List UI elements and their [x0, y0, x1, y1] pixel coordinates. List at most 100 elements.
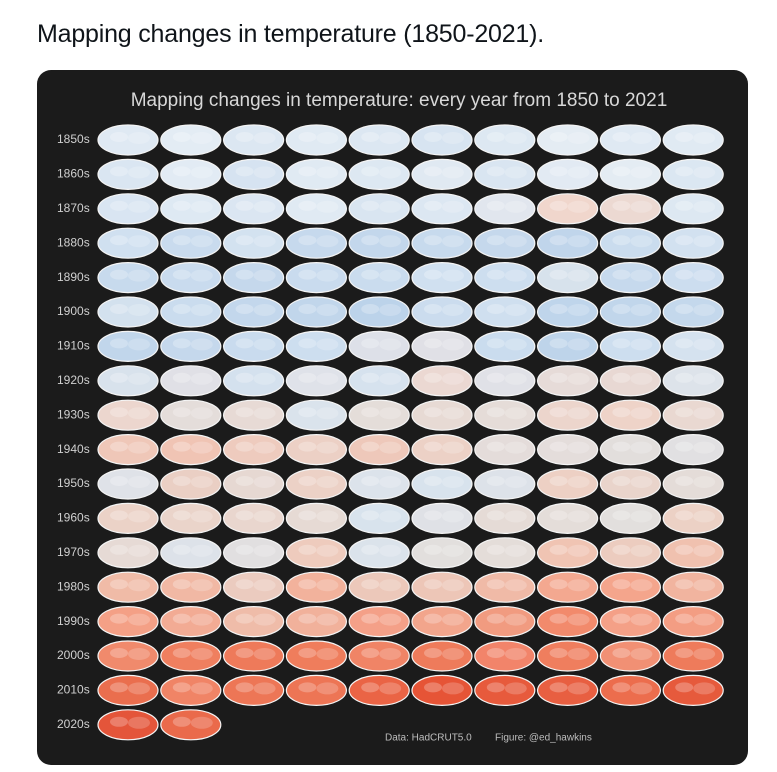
map-land	[110, 372, 128, 383]
map-land	[486, 441, 505, 452]
map-land	[190, 613, 213, 626]
map-land	[504, 613, 527, 626]
map-land	[316, 269, 339, 282]
map-land	[379, 579, 402, 592]
map-land	[693, 579, 716, 592]
map-land	[549, 235, 568, 246]
map-land	[316, 510, 339, 523]
map-land	[361, 544, 380, 555]
map-land	[190, 304, 213, 316]
year-map	[474, 674, 536, 707]
map-land	[316, 441, 339, 454]
map-land	[172, 304, 191, 314]
year-map	[285, 262, 347, 294]
map-land	[486, 648, 505, 658]
year-map	[223, 674, 285, 707]
year-map	[474, 640, 536, 672]
year-map	[411, 502, 473, 534]
map-land	[486, 544, 505, 555]
map-land	[612, 338, 631, 349]
map-land	[630, 372, 653, 385]
map-land	[235, 682, 254, 693]
map-land	[128, 716, 150, 729]
map-land	[486, 304, 505, 314]
map-land	[128, 200, 150, 213]
map-land	[549, 372, 568, 383]
year-map	[348, 227, 410, 259]
map-land	[424, 648, 442, 658]
map-land	[424, 200, 442, 211]
map-land	[612, 510, 631, 521]
map-land	[361, 269, 380, 280]
map-land	[630, 166, 653, 179]
year-map	[662, 502, 724, 534]
year-map	[536, 158, 599, 191]
map-land	[235, 510, 254, 521]
year-map	[536, 262, 599, 294]
year-map	[662, 330, 724, 362]
map-land	[361, 407, 380, 418]
map-land	[549, 338, 568, 349]
map-land	[486, 476, 505, 486]
map-land	[675, 132, 694, 142]
year-map	[223, 605, 285, 638]
map-land	[442, 510, 464, 523]
map-land	[504, 235, 527, 248]
map-land	[424, 166, 442, 177]
map-land	[190, 544, 213, 557]
year-map	[474, 365, 536, 397]
year-map	[285, 571, 347, 603]
row-label: 1960s	[57, 511, 90, 525]
map-land	[693, 166, 716, 179]
map-land	[504, 304, 527, 316]
map-land	[379, 544, 402, 557]
map-land	[190, 682, 213, 695]
year-map	[160, 434, 222, 466]
map-land	[567, 235, 590, 248]
map-land	[190, 716, 213, 729]
year-map	[474, 399, 536, 431]
map-land	[172, 716, 191, 727]
year-map	[97, 709, 159, 741]
year-map	[536, 434, 599, 466]
year-map	[285, 674, 347, 707]
map-land	[549, 648, 568, 658]
map-land	[235, 200, 254, 211]
map-land	[567, 441, 590, 454]
year-map	[348, 124, 410, 156]
map-land	[190, 441, 213, 454]
year-map	[285, 124, 347, 156]
map-land	[361, 648, 380, 658]
year-map	[474, 571, 536, 603]
year-map	[662, 158, 724, 191]
map-land	[693, 338, 716, 351]
year-map	[411, 124, 473, 156]
map-land	[486, 338, 505, 349]
year-map	[536, 296, 599, 328]
year-map	[348, 502, 410, 534]
map-land	[612, 682, 631, 693]
map-land	[253, 613, 276, 626]
map-land	[235, 235, 254, 246]
year-map	[223, 434, 285, 466]
year-map	[599, 605, 662, 638]
map-land	[253, 338, 276, 351]
map-land	[567, 338, 590, 351]
year-map	[599, 124, 662, 156]
map-land	[128, 441, 150, 454]
map-land	[316, 407, 339, 420]
year-map	[285, 537, 347, 569]
year-map	[285, 502, 347, 534]
map-land	[442, 544, 464, 557]
map-land	[504, 510, 527, 523]
map-land	[235, 407, 254, 418]
map-land	[128, 304, 150, 316]
year-map	[285, 193, 347, 225]
year-map	[223, 571, 285, 603]
map-land	[298, 304, 317, 314]
map-land	[504, 441, 527, 454]
map-land	[693, 269, 716, 282]
map-land	[172, 613, 191, 624]
year-map	[599, 434, 662, 466]
year-map	[97, 262, 159, 294]
